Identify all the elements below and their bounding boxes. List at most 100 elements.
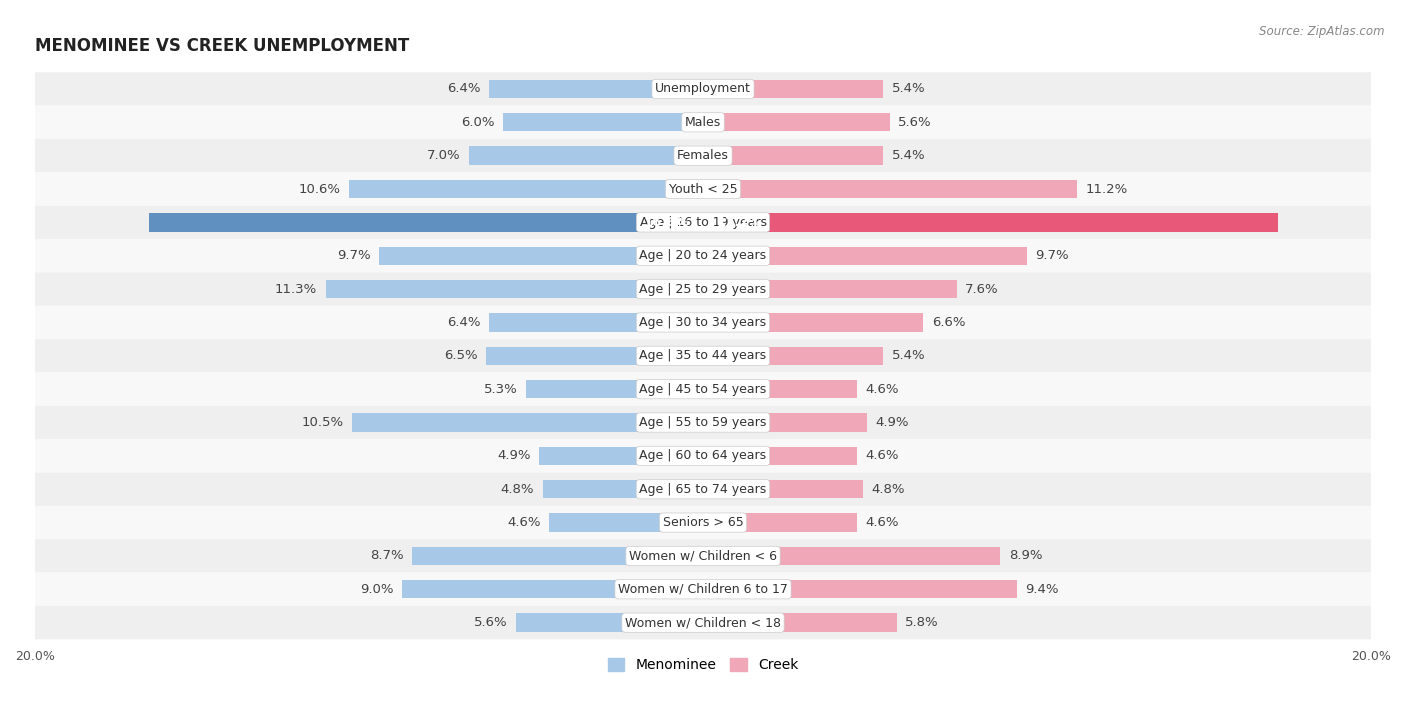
Text: 17.2%: 17.2% [717, 216, 762, 229]
Bar [380, 246, 703, 265]
Text: 16.6%: 16.6% [644, 216, 689, 229]
Text: Age | 60 to 64 years: Age | 60 to 64 years [640, 449, 766, 462]
Text: MENOMINEE VS CREEK UNEMPLOYMENT: MENOMINEE VS CREEK UNEMPLOYMENT [35, 37, 409, 55]
Bar [489, 80, 703, 98]
FancyBboxPatch shape [35, 572, 1371, 606]
Text: 6.5%: 6.5% [444, 349, 478, 362]
Bar [703, 280, 957, 298]
Bar [703, 246, 1026, 265]
Bar [703, 313, 924, 332]
Text: 4.8%: 4.8% [872, 482, 905, 496]
Text: Youth < 25: Youth < 25 [669, 182, 737, 196]
Bar [149, 213, 703, 232]
Text: 9.0%: 9.0% [360, 582, 394, 595]
FancyBboxPatch shape [35, 306, 1371, 339]
Bar [703, 513, 856, 532]
Text: Women w/ Children < 18: Women w/ Children < 18 [626, 616, 780, 629]
Text: Source: ZipAtlas.com: Source: ZipAtlas.com [1260, 25, 1385, 38]
FancyBboxPatch shape [35, 206, 1371, 239]
Text: 11.3%: 11.3% [276, 282, 318, 296]
Text: 8.9%: 8.9% [1008, 549, 1042, 562]
Text: Age | 20 to 24 years: Age | 20 to 24 years [640, 249, 766, 262]
Text: 9.4%: 9.4% [1025, 582, 1059, 595]
FancyBboxPatch shape [35, 172, 1371, 206]
Bar [550, 513, 703, 532]
Legend: Menominee, Creek: Menominee, Creek [602, 652, 804, 678]
Text: 5.4%: 5.4% [891, 349, 925, 362]
Bar [516, 613, 703, 632]
Text: 5.6%: 5.6% [474, 616, 508, 629]
Bar [326, 280, 703, 298]
Bar [703, 413, 866, 432]
FancyBboxPatch shape [35, 506, 1371, 539]
Text: 11.2%: 11.2% [1085, 182, 1128, 196]
FancyBboxPatch shape [35, 272, 1371, 306]
Text: Age | 65 to 74 years: Age | 65 to 74 years [640, 482, 766, 496]
Text: Unemployment: Unemployment [655, 83, 751, 96]
Text: Females: Females [678, 149, 728, 162]
Text: Age | 55 to 59 years: Age | 55 to 59 years [640, 416, 766, 429]
Text: 5.3%: 5.3% [484, 382, 517, 396]
Text: Age | 30 to 34 years: Age | 30 to 34 years [640, 316, 766, 329]
Bar [703, 480, 863, 498]
Text: 7.6%: 7.6% [965, 282, 998, 296]
FancyBboxPatch shape [35, 106, 1371, 139]
Text: 6.0%: 6.0% [461, 116, 495, 129]
Text: 4.6%: 4.6% [865, 382, 898, 396]
Bar [703, 180, 1077, 198]
Text: Women w/ Children < 6: Women w/ Children < 6 [628, 549, 778, 562]
Bar [540, 446, 703, 465]
Text: Age | 45 to 54 years: Age | 45 to 54 years [640, 382, 766, 396]
FancyBboxPatch shape [35, 606, 1371, 639]
Text: 5.4%: 5.4% [891, 149, 925, 162]
Bar [353, 413, 703, 432]
Text: 6.4%: 6.4% [447, 83, 481, 96]
Text: 4.8%: 4.8% [501, 482, 534, 496]
Text: 4.9%: 4.9% [875, 416, 908, 429]
Bar [703, 80, 883, 98]
Text: Age | 16 to 19 years: Age | 16 to 19 years [640, 216, 766, 229]
Text: 5.6%: 5.6% [898, 116, 932, 129]
Text: 7.0%: 7.0% [427, 149, 461, 162]
FancyBboxPatch shape [35, 239, 1371, 272]
Text: 4.6%: 4.6% [865, 449, 898, 462]
Bar [703, 113, 890, 132]
Text: 4.9%: 4.9% [498, 449, 531, 462]
Text: 10.6%: 10.6% [298, 182, 340, 196]
Text: Age | 25 to 29 years: Age | 25 to 29 years [640, 282, 766, 296]
Bar [703, 546, 1000, 565]
Text: 10.5%: 10.5% [302, 416, 344, 429]
Bar [412, 546, 703, 565]
Text: Women w/ Children 6 to 17: Women w/ Children 6 to 17 [619, 582, 787, 595]
FancyBboxPatch shape [35, 439, 1371, 472]
Text: 8.7%: 8.7% [370, 549, 404, 562]
Bar [703, 346, 883, 365]
Bar [703, 580, 1017, 598]
Bar [703, 380, 856, 398]
Text: 6.4%: 6.4% [447, 316, 481, 329]
FancyBboxPatch shape [35, 339, 1371, 372]
Text: Seniors > 65: Seniors > 65 [662, 516, 744, 529]
FancyBboxPatch shape [35, 72, 1371, 106]
Text: 5.4%: 5.4% [891, 83, 925, 96]
FancyBboxPatch shape [35, 372, 1371, 406]
FancyBboxPatch shape [35, 472, 1371, 506]
FancyBboxPatch shape [35, 139, 1371, 172]
Bar [703, 613, 897, 632]
Bar [486, 346, 703, 365]
Text: 5.8%: 5.8% [905, 616, 939, 629]
FancyBboxPatch shape [35, 406, 1371, 439]
Text: 4.6%: 4.6% [865, 516, 898, 529]
Bar [543, 480, 703, 498]
Bar [502, 113, 703, 132]
Bar [526, 380, 703, 398]
FancyBboxPatch shape [35, 539, 1371, 572]
Bar [703, 213, 1278, 232]
Text: Age | 35 to 44 years: Age | 35 to 44 years [640, 349, 766, 362]
Bar [402, 580, 703, 598]
Text: Males: Males [685, 116, 721, 129]
Bar [349, 180, 703, 198]
Text: 6.6%: 6.6% [932, 316, 966, 329]
Bar [703, 146, 883, 165]
Bar [470, 146, 703, 165]
